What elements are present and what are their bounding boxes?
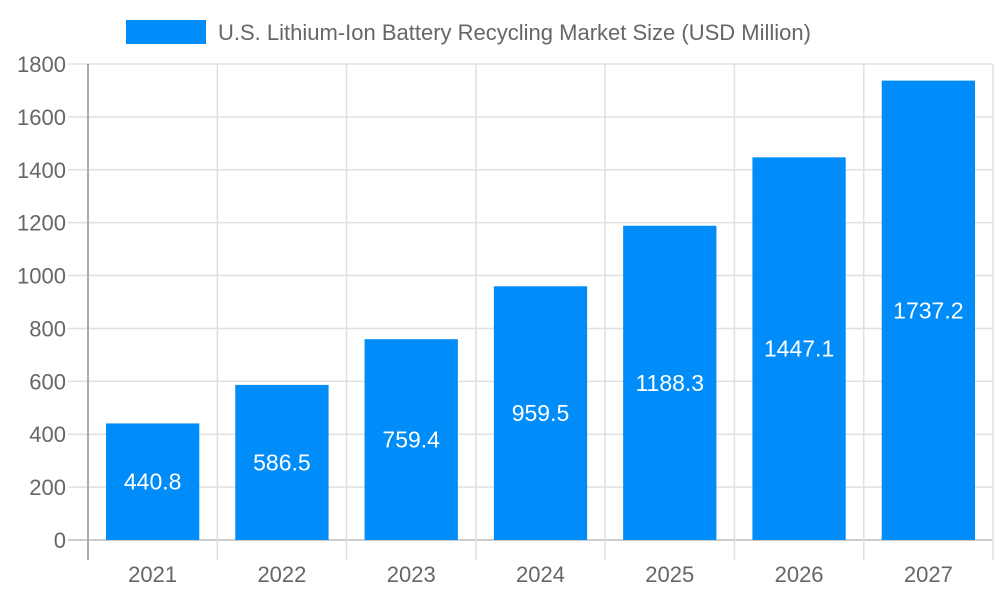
- data-label: 1447.1: [764, 336, 834, 362]
- bar-2025: [623, 225, 717, 540]
- y-tick-label: 200: [29, 475, 66, 500]
- legend-label: U.S. Lithium-Ion Battery Recycling Marke…: [218, 20, 811, 45]
- bar-2023: [364, 339, 458, 540]
- x-tick-label: 2024: [516, 562, 565, 587]
- data-label: 1188.3: [635, 370, 704, 396]
- x-tick-label: 2022: [257, 562, 306, 587]
- data-label: 586.5: [253, 449, 311, 475]
- bar-2026: [752, 157, 846, 540]
- data-label: 959.5: [512, 400, 570, 426]
- x-tick-label: 2027: [904, 562, 953, 587]
- y-tick-label: 1200: [17, 211, 66, 236]
- bar-2022: [235, 384, 329, 540]
- y-tick-label: 1400: [17, 158, 66, 183]
- data-label: 1737.2: [893, 297, 963, 323]
- y-tick-label: 1000: [17, 264, 66, 289]
- bar-2021: [106, 423, 200, 540]
- y-tick-label: 800: [29, 316, 66, 341]
- y-tick-label: 1800: [17, 52, 66, 77]
- legend-swatch: [126, 20, 206, 44]
- data-label: 759.4: [382, 427, 440, 453]
- x-tick-label: 2026: [775, 562, 824, 587]
- bar-2027: [881, 80, 975, 540]
- bar-2024: [493, 286, 588, 540]
- x-tick-label: 2021: [128, 562, 177, 587]
- y-tick-label: 400: [29, 422, 66, 447]
- x-tick-label: 2025: [645, 562, 694, 587]
- x-tick-label: 2023: [387, 562, 436, 587]
- y-tick-label: 600: [29, 369, 66, 394]
- y-tick-label: 0: [54, 528, 66, 553]
- data-label: 440.8: [124, 469, 182, 495]
- y-tick-label: 1600: [17, 105, 66, 130]
